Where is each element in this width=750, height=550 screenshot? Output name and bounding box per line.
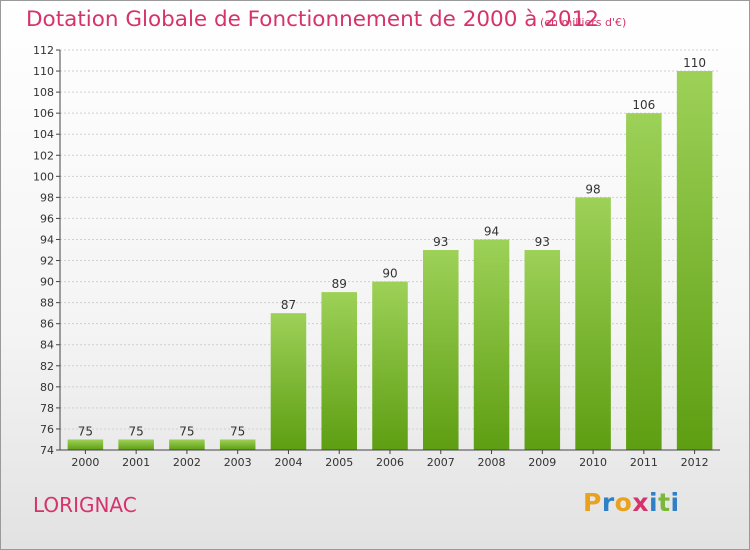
- y-tick-label: 74: [40, 444, 54, 457]
- bar: [423, 250, 459, 450]
- bar: [321, 292, 357, 450]
- y-tick-label: 100: [33, 170, 54, 183]
- logo-letter: t: [658, 488, 671, 517]
- bar-value-label: 89: [332, 277, 347, 291]
- bar-value-label: 75: [230, 424, 245, 438]
- x-tick-label: 2007: [427, 456, 455, 469]
- bar-value-label: 90: [382, 267, 397, 281]
- bar-value-label: 93: [433, 235, 448, 249]
- bar-value-label: 87: [281, 298, 296, 312]
- bar: [676, 71, 713, 450]
- y-tick-label: 92: [40, 255, 54, 268]
- y-tick-label: 98: [40, 191, 54, 204]
- commune-name: LORIGNAC: [33, 493, 137, 517]
- logo-letter: i: [649, 488, 659, 517]
- x-tick-label: 2001: [122, 456, 150, 469]
- logo-letter: o: [614, 488, 633, 517]
- bar: [219, 439, 256, 450]
- y-tick-label: 84: [40, 339, 54, 352]
- bar-value-label: 110: [683, 56, 706, 70]
- logo-letter: x: [632, 488, 649, 517]
- grid-lines: [60, 49, 720, 451]
- y-tick-label: 86: [40, 318, 54, 331]
- bar: [372, 281, 408, 450]
- y-tick-label: 82: [40, 360, 54, 373]
- y-tick-label: 90: [40, 276, 54, 289]
- x-tick-label: 2009: [528, 456, 556, 469]
- bar-value-label: 75: [78, 424, 93, 438]
- y-tick-label: 110: [33, 65, 54, 78]
- y-tick-label: 112: [33, 44, 54, 57]
- bars: [67, 71, 713, 450]
- x-tick-label: 2006: [376, 456, 404, 469]
- y-tick-label: 104: [33, 128, 54, 141]
- bar-value-label: 75: [179, 424, 194, 438]
- y-tick-label: 78: [40, 402, 54, 415]
- bar: [118, 439, 154, 450]
- x-tick-label: 2000: [71, 456, 99, 469]
- x-tick-label: 2011: [630, 456, 658, 469]
- labels: 74 76 78 80 82 84 86 88 90 92 94 96 98 100 102 104 106 10…: [33, 44, 709, 469]
- bar: [626, 113, 662, 450]
- bar: [67, 439, 104, 450]
- y-tick-label: 94: [40, 233, 54, 246]
- bar-value-label: 75: [129, 424, 144, 438]
- y-tick-label: 102: [33, 149, 54, 162]
- bar: [169, 439, 205, 450]
- x-tick-label: 2005: [325, 456, 353, 469]
- chart-units: (en milliers d'€): [540, 16, 627, 29]
- y-tick-label: 96: [40, 212, 54, 225]
- x-tick-label: 2002: [173, 456, 201, 469]
- bar-value-label: 93: [535, 235, 550, 249]
- x-tick-label: 2012: [681, 456, 709, 469]
- bar: [473, 239, 510, 450]
- x-tick-label: 2003: [224, 456, 252, 469]
- y-tick-label: 80: [40, 381, 54, 394]
- logo-letter: i: [670, 488, 680, 517]
- bar: [575, 197, 611, 450]
- y-tick-label: 88: [40, 297, 54, 310]
- bar-value-label: 106: [632, 98, 655, 112]
- bar-value-label: 98: [585, 182, 600, 196]
- proxiti-logo: Proxiti: [583, 488, 680, 517]
- bar: [270, 313, 307, 450]
- x-tick-label: 2004: [274, 456, 302, 469]
- y-tick-label: 76: [40, 423, 54, 436]
- chart-title: Dotation Globale de Fonctionnement de 20…: [26, 7, 599, 32]
- logo-letter: r: [601, 488, 615, 517]
- logo-letter: P: [583, 488, 602, 517]
- x-tick-label: 2010: [579, 456, 607, 469]
- axes: [56, 49, 720, 454]
- bar-value-label: 94: [484, 224, 499, 238]
- y-tick-label: 108: [33, 86, 54, 99]
- y-tick-label: 106: [33, 107, 54, 120]
- bar: [524, 250, 561, 450]
- x-tick-label: 2008: [478, 456, 506, 469]
